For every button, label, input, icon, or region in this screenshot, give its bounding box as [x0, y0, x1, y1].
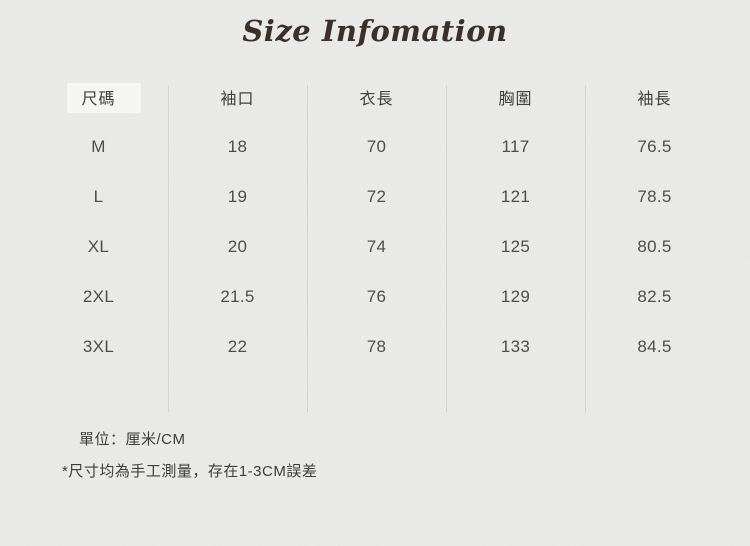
cuff-value: 20 — [227, 237, 248, 256]
header-chest: 胸圍 — [498, 91, 533, 108]
table-row-2xl: 2XL 21.5 76 129 82.5 — [29, 272, 724, 322]
chest-value: 117 — [501, 137, 530, 156]
unit-note: 單位：厘米/CM — [79, 431, 186, 448]
size-label: 3XL — [82, 337, 115, 356]
page-title: Size Infomation — [242, 14, 508, 48]
table-row-l: L 19 72 121 78.5 — [29, 172, 724, 222]
size-label: 2XL — [82, 287, 115, 306]
header-sleeve: 袖長 — [637, 91, 672, 108]
sleeve-value: 84.5 — [637, 337, 672, 356]
table-row-m: M 18 70 117 76.5 — [29, 122, 724, 172]
length-value: 74 — [366, 237, 387, 256]
chest-value: 133 — [500, 337, 531, 356]
disclaimer-note: *尺寸均為手工測量，存在1-3CM誤差 — [62, 463, 318, 480]
length-value: 72 — [366, 187, 387, 206]
size-label: M — [91, 137, 106, 156]
chest-value: 125 — [500, 237, 531, 256]
length-value: 70 — [366, 137, 387, 156]
table-row-3xl: 3XL 22 78 133 84.5 — [29, 322, 724, 372]
table-row-xl: XL 20 74 125 80.5 — [29, 222, 724, 272]
header-size: 尺碼 — [81, 91, 116, 108]
length-value: 76 — [366, 287, 387, 306]
header-length: 衣長 — [359, 91, 394, 108]
cuff-value: 18 — [227, 137, 248, 156]
sleeve-value: 76.5 — [637, 137, 672, 156]
size-label: XL — [87, 237, 110, 256]
cuff-value: 19 — [227, 187, 248, 206]
sleeve-value: 82.5 — [637, 287, 672, 306]
cuff-value: 21.5 — [220, 287, 255, 306]
length-value: 78 — [366, 337, 387, 356]
chest-value: 121 — [500, 187, 531, 206]
cuff-value: 22 — [227, 337, 248, 356]
sleeve-value: 78.5 — [637, 187, 672, 206]
table-header-row: 尺碼 袖口 衣長 胸圍 袖長 — [29, 72, 724, 122]
size-table: 尺碼 袖口 衣長 胸圍 袖長 M 18 70 117 76.5 L 19 72 … — [29, 72, 724, 412]
size-label: L — [93, 187, 104, 206]
sleeve-value: 80.5 — [637, 237, 672, 256]
chest-value: 129 — [500, 287, 531, 306]
header-cuff: 袖口 — [220, 91, 255, 108]
